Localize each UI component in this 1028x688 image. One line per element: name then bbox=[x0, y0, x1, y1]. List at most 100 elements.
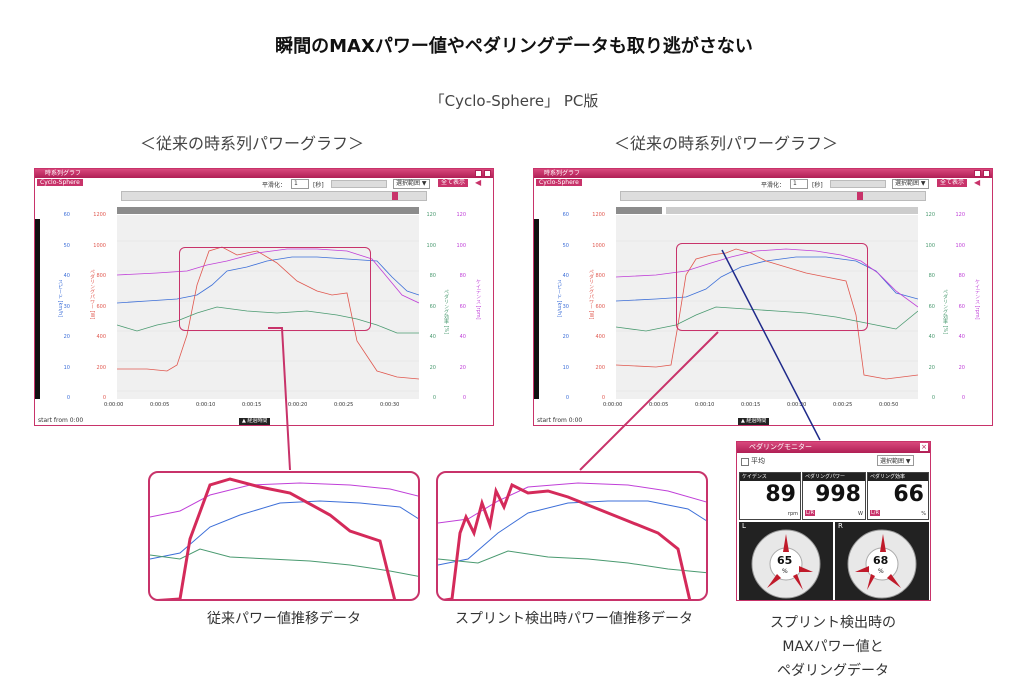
y-tick-label: 50 bbox=[562, 242, 569, 249]
minimize-icon[interactable] bbox=[475, 170, 482, 177]
range-bar bbox=[117, 207, 419, 214]
x-tick-label: 0:00:20 bbox=[787, 402, 807, 408]
y-tick-label: 40 bbox=[63, 273, 70, 279]
range-handle[interactable] bbox=[392, 192, 398, 200]
caption-standard: 従来パワー値推移データ bbox=[207, 611, 361, 627]
x-tick-label: 0:00:10 bbox=[196, 402, 216, 408]
show-all-button[interactable]: 全て表示 bbox=[937, 179, 968, 187]
y-tick-label: 60 bbox=[459, 303, 466, 310]
app-logo: Cyclo-Sphere bbox=[536, 179, 582, 186]
y-tick-label: 10 bbox=[562, 364, 569, 371]
elapsed-time-tab[interactable]: ▲ 経過時間 bbox=[239, 418, 271, 425]
y-tick-label: 200 bbox=[595, 364, 605, 371]
y-tick-label: 20 bbox=[459, 364, 466, 371]
speed-line bbox=[117, 256, 419, 304]
right-gauge-unit: % bbox=[878, 568, 884, 575]
y-tick-label: 800 bbox=[595, 273, 605, 279]
zoom-chart-standard bbox=[150, 477, 418, 599]
y-tick-label: 30 bbox=[63, 303, 70, 310]
close-icon[interactable]: × bbox=[920, 443, 928, 451]
left-callout-line bbox=[268, 327, 291, 471]
peak-pointer-line bbox=[721, 249, 821, 441]
range-handle[interactable] bbox=[857, 192, 863, 200]
y-tick-label: 30 bbox=[562, 303, 569, 310]
y-tick-label: 40 bbox=[562, 273, 569, 279]
monitor-titlebar: ペダリングモニター × bbox=[737, 442, 930, 453]
right-gauge-value: 68 bbox=[873, 554, 889, 567]
avg-checkbox[interactable] bbox=[741, 458, 749, 466]
right-section-title: ＜従来の時系列パワーグラフ＞ bbox=[614, 134, 839, 153]
power-lr-badge: L/R bbox=[805, 510, 815, 516]
x-tick-label: 0:00:15 bbox=[242, 402, 262, 408]
x-tick-label: 0:00:10 bbox=[695, 402, 715, 408]
range-select[interactable]: 選択範囲 ▼ bbox=[393, 179, 430, 189]
x-tick-label: 0:00:15 bbox=[741, 402, 761, 408]
y-tick-label: 40 bbox=[928, 334, 935, 340]
y-tick-label: 0 bbox=[601, 395, 605, 401]
x-tick-label: 0:00:20 bbox=[288, 402, 308, 408]
efficiency-lr-badge: L/R bbox=[870, 510, 880, 516]
cadence-metric: ケイデンス 89 rpm bbox=[739, 472, 801, 520]
range-scrollbar[interactable] bbox=[620, 191, 926, 201]
window-titlebar: 時系列グラフ bbox=[534, 169, 992, 178]
start-from-checkbox[interactable]: start from 0:00 bbox=[537, 417, 583, 424]
smoothing-slider[interactable] bbox=[331, 180, 387, 188]
smoothing-slider[interactable] bbox=[830, 180, 886, 188]
range-scrollbar[interactable] bbox=[121, 191, 427, 201]
minimize-icon[interactable] bbox=[974, 170, 981, 177]
x-tick-label: 0:00:00 bbox=[603, 402, 623, 408]
y-tick-label: 80 bbox=[928, 273, 935, 279]
highlight-box bbox=[179, 247, 371, 331]
left-sidebar bbox=[35, 219, 40, 399]
power-label: ペダリングパワー bbox=[803, 473, 865, 481]
caption-monitor-line2: MAXパワー値と bbox=[782, 639, 884, 655]
x-tick-label: 0:00:05 bbox=[150, 402, 170, 408]
close-icon[interactable] bbox=[484, 170, 491, 177]
y-tick-label: 20 bbox=[63, 334, 70, 340]
left-section-title: ＜従来の時系列パワーグラフ＞ bbox=[140, 134, 365, 153]
y-tick-label: 40 bbox=[459, 334, 466, 340]
smoothing-input[interactable]: 1 bbox=[291, 179, 309, 189]
smoothing-unit: [秒] bbox=[812, 182, 823, 189]
power-metric: ペダリングパワー 998 L/R W bbox=[802, 472, 866, 520]
window-title: 時系列グラフ bbox=[544, 170, 581, 177]
y-tick-label: 60 bbox=[928, 303, 935, 310]
y-tick-label: 0 bbox=[565, 395, 569, 401]
y-tick-label: 100 bbox=[456, 242, 466, 249]
zoom-cadence-line bbox=[150, 482, 418, 518]
y-tick-label: 800 bbox=[96, 273, 106, 279]
y-tick-label: 0 bbox=[961, 395, 965, 401]
app-logo: Cyclo-Sphere bbox=[37, 179, 83, 186]
y-tick-label: 120 bbox=[955, 212, 965, 218]
y-tick-label: 60 bbox=[958, 303, 965, 310]
y-tick-label: 80 bbox=[459, 273, 466, 279]
y-axis-label-cadence: ケイデンス [rpm] bbox=[475, 279, 481, 320]
window-toolbar: Cyclo-Sphere 平滑化： 1 [秒] 選択範囲 ▼ 全て表示 ◀ bbox=[35, 178, 493, 189]
cadence-line bbox=[616, 248, 918, 308]
start-from-checkbox[interactable]: start from 0:00 bbox=[38, 417, 84, 424]
range-select[interactable]: 選択範囲 ▼ bbox=[892, 179, 929, 189]
right-pedal-gauge bbox=[847, 529, 917, 599]
power-unit: W bbox=[858, 511, 863, 517]
y-tick-label: 1000 bbox=[93, 242, 106, 249]
smoothing-unit: [秒] bbox=[313, 182, 324, 189]
y-tick-label: 80 bbox=[958, 273, 965, 279]
show-all-button[interactable]: 全て表示 bbox=[438, 179, 469, 187]
close-icon[interactable] bbox=[983, 170, 990, 177]
monitor-range-select[interactable]: 選択範囲 ▼ bbox=[877, 455, 914, 466]
elapsed-time-tab[interactable]: ▲ 経過時間 bbox=[738, 418, 770, 425]
smoothing-input[interactable]: 1 bbox=[790, 179, 808, 189]
window-title: 時系列グラフ bbox=[45, 170, 82, 177]
y-tick-label: 120 bbox=[456, 212, 466, 218]
y-tick-label: 600 bbox=[595, 303, 605, 310]
efficiency-unit: % bbox=[921, 511, 926, 517]
right-chart-svg bbox=[616, 240, 918, 392]
smoothing-label: 平滑化： bbox=[262, 182, 287, 189]
y-tick-label: 200 bbox=[96, 364, 106, 371]
y-axis-label-cadence: ケイデンス [rpm] bbox=[974, 279, 980, 320]
y-tick-label: 600 bbox=[96, 303, 106, 310]
zoom-efficiency-line bbox=[150, 548, 418, 577]
back-arrow-icon[interactable]: ◀ bbox=[974, 178, 981, 187]
back-arrow-icon[interactable]: ◀ bbox=[475, 178, 482, 187]
efficiency-line bbox=[117, 306, 419, 334]
